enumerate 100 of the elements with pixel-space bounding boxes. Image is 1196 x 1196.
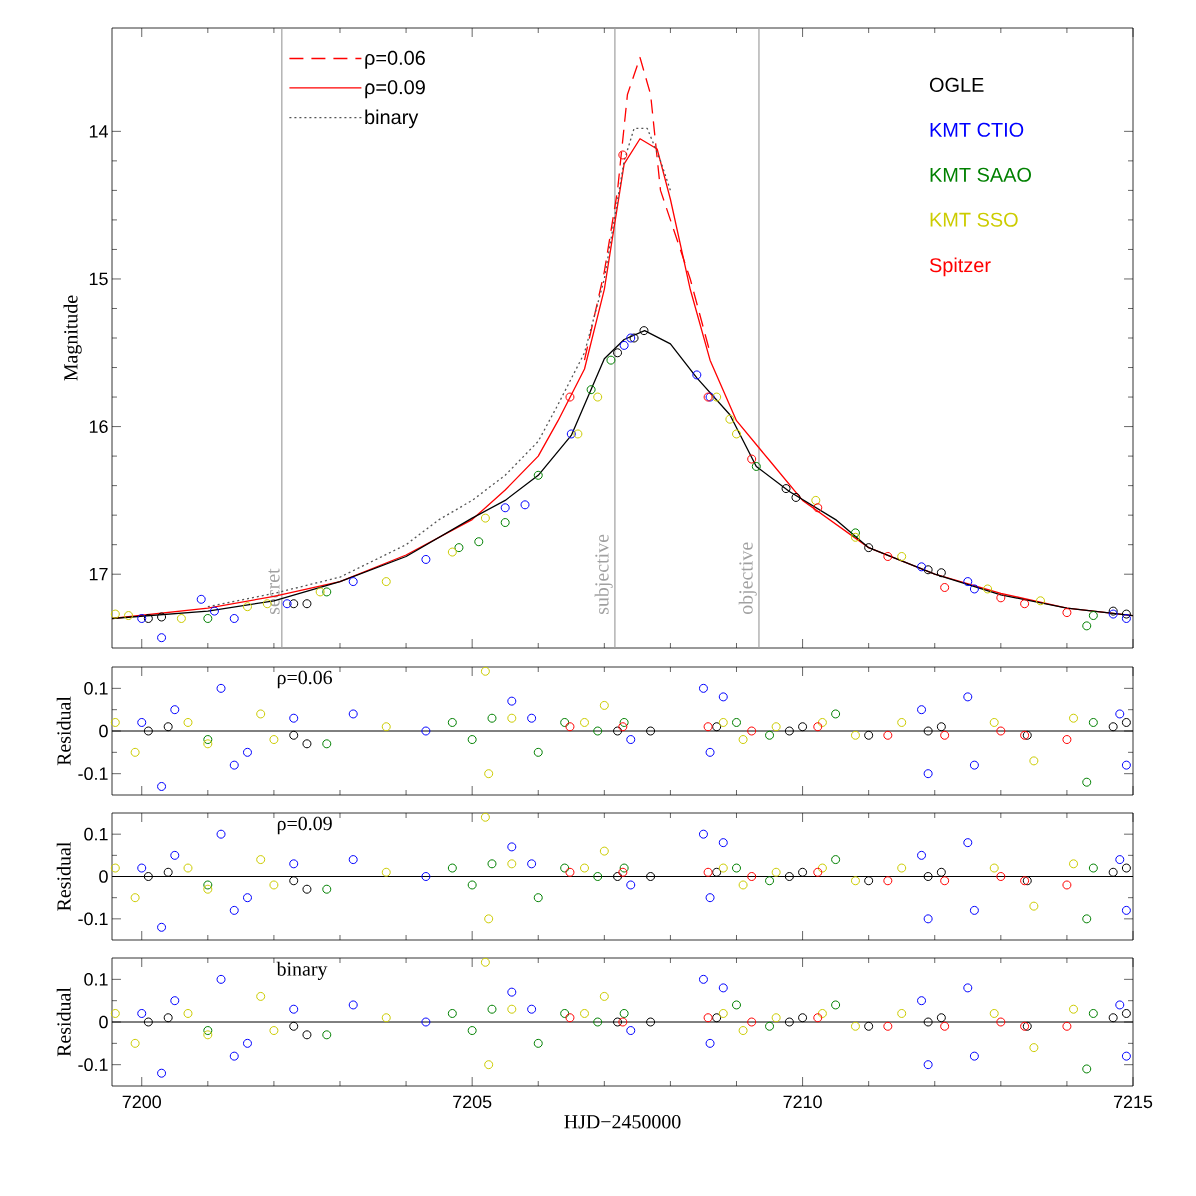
point xyxy=(850,876,860,886)
point xyxy=(242,602,252,612)
y-axis-title: Residual xyxy=(56,696,71,766)
point xyxy=(586,385,596,395)
point xyxy=(1115,1000,1125,1010)
point xyxy=(209,606,219,616)
point xyxy=(229,905,239,915)
point xyxy=(381,577,391,587)
point xyxy=(1115,855,1125,865)
point xyxy=(580,1008,589,1018)
point xyxy=(883,876,893,886)
point xyxy=(781,484,791,494)
point xyxy=(738,880,748,890)
point xyxy=(229,1051,239,1061)
point xyxy=(480,957,490,967)
point xyxy=(1082,914,1092,924)
point xyxy=(229,613,239,623)
point xyxy=(500,503,510,513)
point xyxy=(765,876,775,886)
point xyxy=(963,838,973,848)
point xyxy=(216,974,226,984)
point xyxy=(565,722,575,732)
point xyxy=(619,863,629,873)
point xyxy=(183,863,193,873)
point xyxy=(813,503,823,513)
point xyxy=(381,1013,391,1023)
point xyxy=(322,587,332,597)
y-tick-label: 0 xyxy=(99,1015,108,1029)
point xyxy=(705,893,715,903)
y-axis-title: Residual xyxy=(56,987,71,1057)
point xyxy=(143,726,153,736)
point xyxy=(883,730,893,740)
point xyxy=(618,867,628,877)
text: KMT SAAO xyxy=(930,167,1031,182)
point xyxy=(484,1060,494,1070)
y-tick-label: 14 xyxy=(89,125,108,138)
point xyxy=(1121,760,1131,770)
point xyxy=(289,1004,299,1014)
point xyxy=(626,735,636,745)
point xyxy=(143,1017,153,1027)
point xyxy=(315,587,325,597)
point xyxy=(137,863,147,873)
point xyxy=(923,872,933,882)
point xyxy=(784,726,794,736)
point xyxy=(996,593,1006,603)
point xyxy=(732,717,741,727)
point xyxy=(560,1008,570,1018)
point xyxy=(613,872,623,882)
point xyxy=(1082,777,1092,787)
point xyxy=(831,855,841,865)
point xyxy=(527,713,537,723)
point xyxy=(732,1000,741,1010)
point xyxy=(269,880,279,890)
point xyxy=(619,717,629,727)
point xyxy=(289,713,299,723)
point xyxy=(712,392,722,402)
point xyxy=(348,577,358,587)
point xyxy=(487,713,497,723)
point xyxy=(712,1013,722,1023)
point xyxy=(203,884,213,894)
point xyxy=(831,1000,841,1010)
point xyxy=(940,730,950,740)
point xyxy=(157,612,167,622)
point xyxy=(566,429,576,439)
y-tick-label: 0.1 xyxy=(84,827,108,841)
point xyxy=(157,633,167,643)
point xyxy=(712,722,722,732)
point xyxy=(705,1038,715,1048)
point xyxy=(1069,859,1079,869)
y-tick-label: 16 xyxy=(89,420,108,433)
point xyxy=(447,547,457,557)
point xyxy=(533,470,543,480)
point xyxy=(203,613,213,623)
point xyxy=(203,735,213,745)
point xyxy=(560,863,570,873)
point xyxy=(1108,722,1118,732)
annotation: ρ=0.06 xyxy=(277,670,333,689)
point xyxy=(784,872,794,882)
point xyxy=(936,867,946,877)
point xyxy=(593,726,603,736)
point xyxy=(599,991,609,1001)
point xyxy=(639,326,649,336)
ref-line-label: secret xyxy=(268,568,280,614)
point xyxy=(963,983,973,993)
point xyxy=(618,722,628,732)
point xyxy=(1062,608,1072,618)
x-tick-label: 7210 xyxy=(783,1095,822,1109)
point xyxy=(269,735,279,745)
point xyxy=(883,1021,893,1031)
point xyxy=(897,551,907,561)
point xyxy=(969,760,979,770)
point xyxy=(480,812,490,822)
point xyxy=(484,769,494,779)
point xyxy=(1088,717,1098,727)
point xyxy=(242,1038,252,1048)
point xyxy=(421,1017,431,1027)
point xyxy=(500,518,510,528)
point xyxy=(322,884,332,894)
point xyxy=(798,867,808,877)
y-tick-label: -0.1 xyxy=(78,767,108,781)
